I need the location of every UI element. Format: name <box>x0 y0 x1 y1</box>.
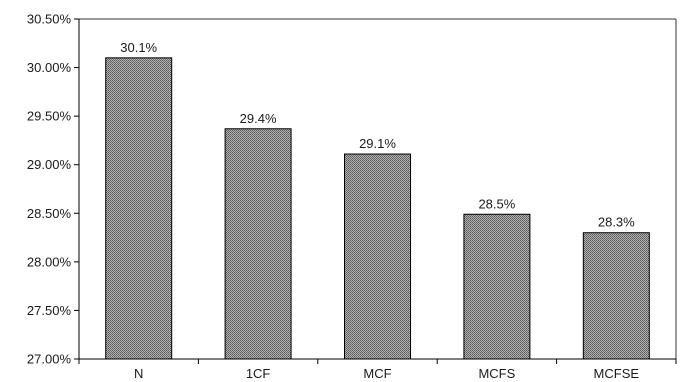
x-axis: N 1CF MCF MCFS MCFSE <box>78 358 677 381</box>
y-tick-label: 30.50% <box>27 12 72 27</box>
bar-1cf <box>224 128 292 360</box>
x-category-label: MCFS <box>478 366 515 381</box>
y-axis: 27.00% 27.50% 28.00% 28.50% 29.00% 29.50% 30.0… <box>27 12 80 367</box>
x-category-label: MCF <box>363 366 391 381</box>
bar-mcfse <box>582 232 650 360</box>
y-tick-label: 29.00% <box>27 157 72 172</box>
y-tick-label: 28.50% <box>27 206 72 221</box>
x-category-label: N <box>134 366 143 381</box>
data-label: 29.1% <box>359 136 396 151</box>
bars-group <box>105 57 650 360</box>
bar-n <box>105 57 173 360</box>
y-tick-label: 29.50% <box>27 109 72 124</box>
data-label: 28.3% <box>598 215 635 230</box>
y-tick-label: 30.00% <box>27 60 72 75</box>
plot-area <box>79 18 677 359</box>
data-label: 29.4% <box>240 111 277 126</box>
data-label: 28.5% <box>478 196 515 211</box>
x-category-label: 1CF <box>246 366 271 381</box>
y-tick-label: 28.00% <box>27 254 72 269</box>
data-label: 30.1% <box>120 40 157 55</box>
bar-mcfs <box>463 213 531 360</box>
y-tick-label: 27.50% <box>27 303 72 318</box>
bar-mcf <box>344 153 411 360</box>
y-tick-label: 27.00% <box>27 352 72 367</box>
x-category-label: MCFSE <box>594 366 640 381</box>
data-labels-group: 30.1% 29.4% 29.1% 28.5% 28.3% <box>120 40 635 230</box>
